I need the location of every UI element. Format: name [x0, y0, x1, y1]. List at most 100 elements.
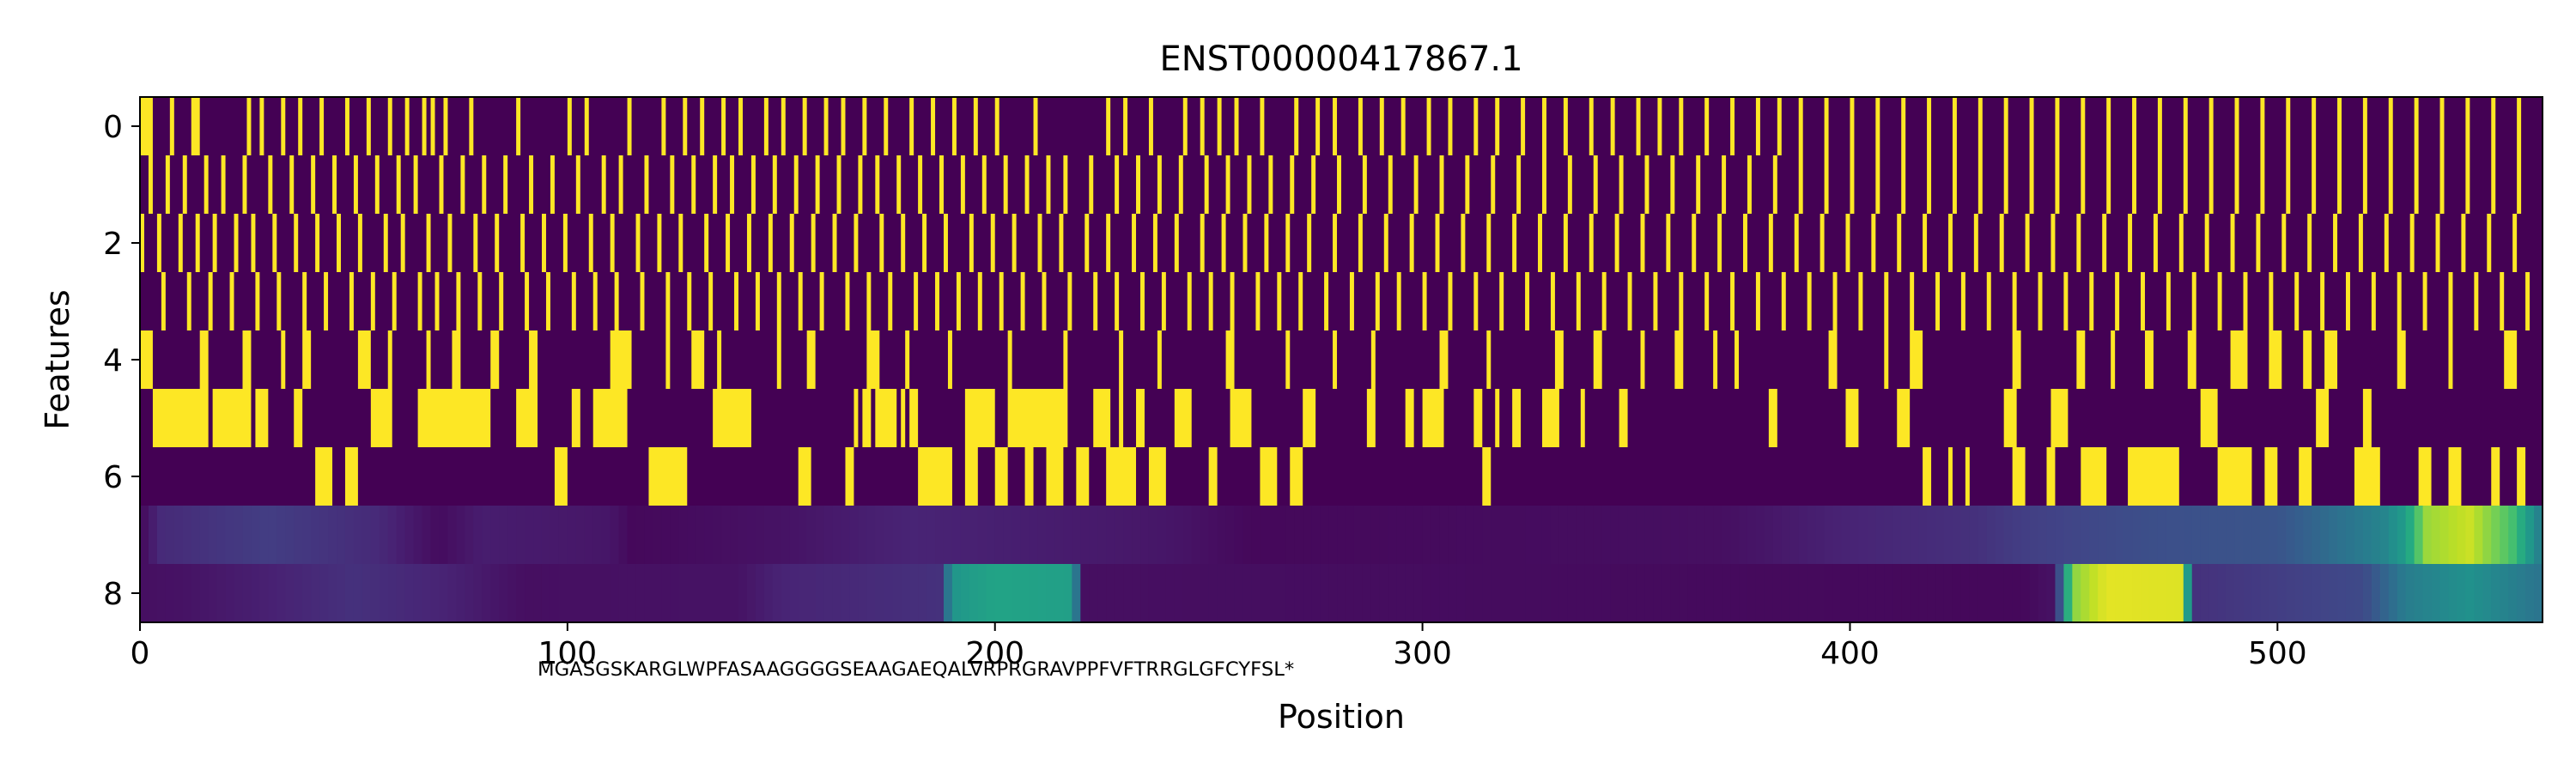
feature-8-cell-58: [387, 564, 398, 622]
feature-8-cell-404: [1867, 564, 1876, 622]
feature-7-cell-402: [1858, 506, 1868, 564]
feature-8-cell-60: [396, 564, 406, 622]
feature-7-cell-78: [473, 506, 483, 564]
feature-7-cell-130: [696, 506, 705, 564]
feature-8-cell-178: [901, 564, 910, 622]
feature-8-cell-354: [1653, 564, 1662, 622]
feature-7-cell-132: [704, 506, 714, 564]
feature-7-cell-304: [1439, 506, 1449, 564]
feature-2-cell-9: [315, 214, 320, 272]
feature-7-cell-300: [1422, 506, 1432, 564]
feature-7-cell-224: [1097, 506, 1107, 564]
feature-1-cell-57: [1388, 155, 1393, 214]
feature-8-cell-202: [1003, 564, 1013, 622]
feature-2-cell-40: [1012, 214, 1017, 272]
feature-3-cell-48: [1255, 272, 1261, 330]
feature-8-cell-504: [2294, 564, 2304, 622]
feature-2-cell-32: [832, 214, 837, 272]
feature-7-cell-24: [242, 506, 252, 564]
feature-7-cell-178: [901, 506, 910, 564]
feature-7-cell-62: [404, 506, 415, 564]
feature-7-cell-544: [2465, 506, 2475, 564]
feature-8-cell-396: [1832, 564, 1843, 622]
feature-8-cell-360: [1679, 564, 1688, 622]
feature-7-cell-138: [730, 506, 739, 564]
feature-8-cell-100: [567, 564, 577, 622]
feature-3-cell-31: [866, 272, 872, 330]
feature-8-cell-242: [1174, 564, 1184, 622]
feature-2-cell-26: [704, 214, 709, 272]
feature-1-cell-11: [374, 155, 380, 214]
feature-8-cell-296: [1405, 564, 1415, 622]
feature-2-cell-61: [1512, 214, 1517, 272]
feature-8-cell-496: [2260, 564, 2269, 622]
feature-1-cell-0: [148, 155, 153, 214]
feature-8-cell-136: [721, 564, 731, 622]
feature-7-cell-186: [935, 506, 945, 564]
feature-8-cell-152: [789, 564, 799, 622]
feature-8-cell-362: [1687, 564, 1697, 622]
feature-7-cell-422: [1943, 506, 1953, 564]
feature-3-cell-12: [434, 272, 440, 330]
feature-7-cell-464: [2123, 506, 2133, 564]
feature-8-cell-2: [148, 564, 158, 622]
feature-1-cell-60: [1465, 155, 1470, 214]
feature-2-cell-67: [1666, 214, 1671, 272]
feature-7-cell-448: [2055, 506, 2064, 564]
feature-2-cell-4: [212, 214, 217, 272]
feature-3-cell-77: [1986, 272, 1991, 330]
feature-5-cell-38: [2316, 389, 2330, 447]
feature-7-cell-296: [1405, 506, 1415, 564]
feature-8-cell-78: [473, 564, 483, 622]
feature-8-cell-510: [2320, 564, 2330, 622]
feature-2-cell-43: [1084, 214, 1090, 272]
feature-7-cell-110: [610, 506, 620, 564]
feature-2-cell-89: [2230, 214, 2235, 272]
feature-0-cell-19: [627, 97, 632, 155]
feature-4-cell-10: [529, 330, 538, 389]
feature-1-cell-14: [439, 155, 444, 214]
feature-8-cell-198: [986, 564, 996, 622]
feature-5-cell-24: [1405, 389, 1414, 447]
feature-2-cell-39: [990, 214, 995, 272]
feature-0-cell-69: [1824, 97, 1829, 155]
feature-8-cell-422: [1943, 564, 1953, 622]
feature-0-cell-76: [2003, 97, 2008, 155]
feature-5-cell-32: [1768, 389, 1777, 447]
feature-2-cell-18: [520, 214, 526, 272]
feature-1-cell-48: [1178, 155, 1183, 214]
feature-7-cell-80: [482, 506, 491, 564]
feature-0-cell-95: [2491, 97, 2496, 155]
feature-6-cell-9: [1024, 447, 1034, 506]
feature-8-cell-326: [1534, 564, 1543, 622]
feature-3-cell-69: [1781, 272, 1786, 330]
feature-8-cell-10: [182, 564, 192, 622]
feature-0-cell-92: [2414, 97, 2419, 155]
feature-1-cell-2: [182, 155, 187, 214]
feature-8-cell-308: [1456, 564, 1466, 622]
x-tick-label: 100: [538, 636, 598, 671]
feature-6-cell-28: [2354, 447, 2380, 506]
feature-2-cell-49: [1221, 214, 1226, 272]
feature-0-cell-66: [1755, 97, 1760, 155]
feature-8-cell-482: [2200, 564, 2210, 622]
feature-7-cell-68: [430, 506, 440, 564]
feature-8-cell-542: [2457, 564, 2466, 622]
feature-1-cell-44: [1089, 155, 1094, 214]
feature-2-cell-44: [1106, 214, 1111, 272]
feature-7-cell-328: [1541, 506, 1552, 564]
feature-8-cell-260: [1251, 564, 1261, 622]
feature-8-cell-126: [678, 564, 688, 622]
feature-1-cell-68: [1670, 155, 1675, 214]
feature-7-cell-174: [884, 506, 893, 564]
feature-2-cell-24: [657, 214, 662, 272]
feature-3-cell-72: [1858, 272, 1863, 330]
feature-7-cell-280: [1337, 506, 1346, 564]
feature-8-cell-538: [2439, 564, 2449, 622]
feature-4-cell-35: [1735, 330, 1740, 389]
feature-2-cell-37: [943, 214, 948, 272]
feature-7-cell-270: [1294, 506, 1303, 564]
feature-7-cell-74: [456, 506, 465, 564]
feature-7-cell-338: [1584, 506, 1595, 564]
feature-8-cell-408: [1884, 564, 1893, 622]
